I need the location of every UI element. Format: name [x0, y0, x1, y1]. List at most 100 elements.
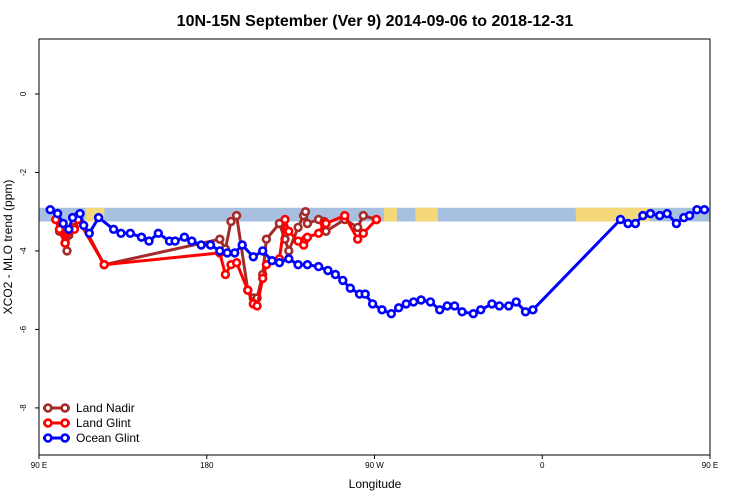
land-nadir-point [300, 207, 311, 217]
ocean-glint-point [457, 307, 467, 317]
ocean-glint-point [520, 307, 531, 317]
land-glint-point [284, 226, 294, 237]
ocean-glint-point [638, 210, 648, 221]
series-group [45, 205, 710, 319]
x-axis-label: Longitude [349, 477, 402, 491]
ocean-glint-point [222, 248, 233, 258]
plot-frame [38, 38, 711, 456]
land-ocean-band [39, 207, 710, 222]
land-glint-point [231, 258, 242, 268]
ocean-glint-point [84, 228, 95, 239]
legend-item-land-glint: Land Glint [43, 416, 131, 430]
x-tick-label: 90 W [365, 461, 384, 470]
ocean-glint-point [662, 208, 672, 219]
ocean-glint-point [449, 301, 460, 311]
ocean-glint-point [237, 240, 247, 250]
legend-swatch-marker [43, 433, 53, 443]
ocean-glint-point [258, 246, 268, 256]
legend-swatch-marker [43, 418, 53, 428]
land-glint-point [99, 260, 109, 270]
ocean-glint-point [476, 305, 486, 315]
ocean-glint-point [170, 236, 180, 246]
land-nadir-point [62, 246, 72, 256]
ocean-glint-point [377, 305, 387, 315]
ocean-glint-point [425, 297, 436, 307]
ocean-glint-point [367, 299, 378, 309]
ocean-glint-point [78, 220, 89, 231]
ocean-glint-point [45, 205, 55, 215]
ocean-glint-point [153, 228, 164, 239]
ocean-glint-point [692, 205, 702, 215]
land-glint-point [313, 228, 324, 239]
y-axis-label: XCO2 - MLO trend (ppm) [1, 180, 15, 315]
ocean-glint-point [323, 265, 333, 276]
ocean-glint-point [338, 275, 348, 286]
ocean-glint-point [125, 228, 136, 239]
land-nadir-point [231, 210, 242, 221]
ocean-glint-point [654, 210, 665, 221]
ocean-glint-point [416, 295, 426, 305]
ocean-glint-point [284, 254, 294, 264]
ocean-glint-point [196, 240, 206, 250]
ocean-glint-point [230, 248, 240, 258]
land-glint-point [353, 234, 363, 244]
x-tick-label: 90 E [31, 461, 47, 470]
ocean-glint-point [116, 228, 126, 239]
x-tick-label: 180 [200, 461, 214, 470]
ocean-glint-point [136, 232, 147, 242]
x-axis: 90 E 180 90 W 0 90 E [31, 455, 718, 470]
land-glint-point [252, 301, 262, 311]
land-nadir-point [215, 234, 225, 244]
ocean-glint-point [75, 208, 85, 219]
ocean-glint-point [52, 208, 63, 219]
land-glint-point [60, 238, 70, 248]
ocean-glint-point [630, 218, 641, 229]
ocean-glint-point [267, 256, 277, 266]
land-glint-point [280, 214, 290, 225]
ocean-glint-point [274, 258, 285, 268]
ocean-glint-point [345, 283, 355, 293]
ocean-glint-point [302, 260, 313, 270]
ocean-glint-point [615, 214, 626, 225]
legend-label: Land Glint [76, 416, 131, 430]
legend-swatch-marker [60, 418, 70, 428]
legend-label: Ocean Glint [76, 431, 140, 445]
land-band-segment [415, 207, 438, 222]
ocean-glint-point [330, 269, 341, 280]
ocean-glint-point [360, 289, 370, 299]
legend-swatch-marker [43, 403, 53, 413]
ocean-glint-point [528, 305, 538, 315]
x-tick-label: 0 [540, 461, 545, 470]
land-band-segment [383, 207, 397, 222]
ocean-glint-point [504, 301, 514, 311]
x-tick-label: 90 E [702, 461, 718, 470]
y-tick-label: 0 [19, 91, 28, 96]
land-nadir-point [261, 234, 272, 244]
ocean-glint-point [494, 301, 505, 311]
ocean-glint-point [487, 299, 497, 309]
legend-item-ocean-glint: Ocean Glint [43, 431, 140, 445]
ocean-glint-point [64, 224, 74, 235]
land-glint-point [358, 228, 368, 239]
ocean-glint-point [205, 240, 216, 250]
ocean-glint-point [144, 236, 154, 246]
ocean-glint-point [684, 210, 695, 221]
chart-title: 10N-15N September (Ver 9) 2014-09-06 to … [177, 13, 574, 30]
land-nadir-point [293, 222, 303, 233]
land-nadir-point [353, 222, 363, 233]
land-nadir-point [284, 246, 294, 256]
land-glint-point [220, 269, 231, 280]
land-glint-point [302, 232, 313, 242]
land-glint-point [340, 210, 350, 221]
land-nadir-point [226, 216, 236, 227]
ocean-glint-point [58, 218, 68, 229]
ocean-glint-point [511, 297, 521, 307]
land-nadir-point [358, 210, 368, 221]
land-band-segment [575, 207, 651, 222]
ocean-glint-point [394, 303, 404, 313]
ocean-glint-point [293, 260, 303, 270]
ocean-glint-point [645, 208, 656, 219]
ocean-glint-point [699, 205, 710, 215]
